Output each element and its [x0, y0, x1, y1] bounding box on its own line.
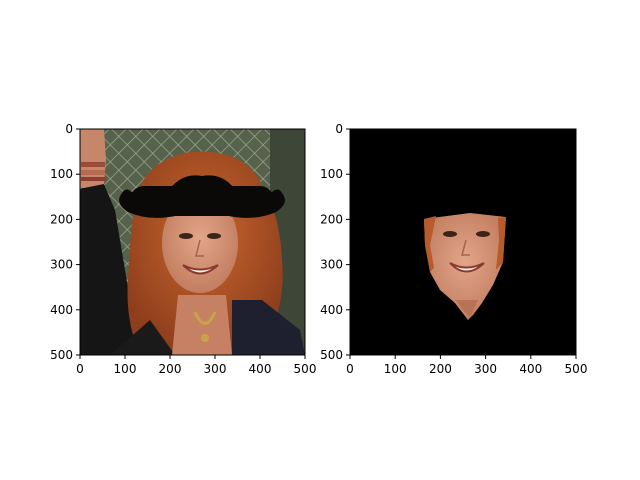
left-y-tick-label: 400 — [50, 303, 73, 317]
right-x-tick-label: 0 — [346, 362, 354, 376]
left-x-tick-label: 200 — [159, 362, 182, 376]
right-x-tick-label: 100 — [384, 362, 407, 376]
right-y-tick-label: 400 — [320, 303, 343, 317]
right-x-tick-label: 400 — [519, 362, 542, 376]
right-y-tick-label: 300 — [320, 258, 343, 272]
left-image-panel — [80, 129, 305, 355]
left-x-tick-label: 400 — [249, 362, 272, 376]
right-y-tick-label: 500 — [320, 348, 343, 362]
right-image-panel — [350, 129, 576, 355]
right-x-tick-label: 500 — [565, 362, 588, 376]
right-y-tick-label: 0 — [335, 122, 343, 136]
right-x-tick-label: 200 — [429, 362, 452, 376]
left-y-tick-label: 100 — [50, 167, 73, 181]
right-y-tick-label: 100 — [320, 167, 343, 181]
left-y-tick-label: 200 — [50, 212, 73, 226]
left-x-tick-label: 0 — [76, 362, 84, 376]
left-y-tick-label: 500 — [50, 348, 73, 362]
left-y-tick-label: 0 — [65, 122, 73, 136]
left-y-tick-label: 300 — [50, 258, 73, 272]
right-x-tick-label: 300 — [474, 362, 497, 376]
left-x-tick-label: 500 — [294, 362, 317, 376]
left-x-tick-label: 300 — [204, 362, 227, 376]
left-axes-frame — [79, 128, 306, 356]
right-y-tick-label: 200 — [320, 212, 343, 226]
left-x-tick-label: 100 — [114, 362, 137, 376]
right-axes-frame — [349, 128, 577, 356]
